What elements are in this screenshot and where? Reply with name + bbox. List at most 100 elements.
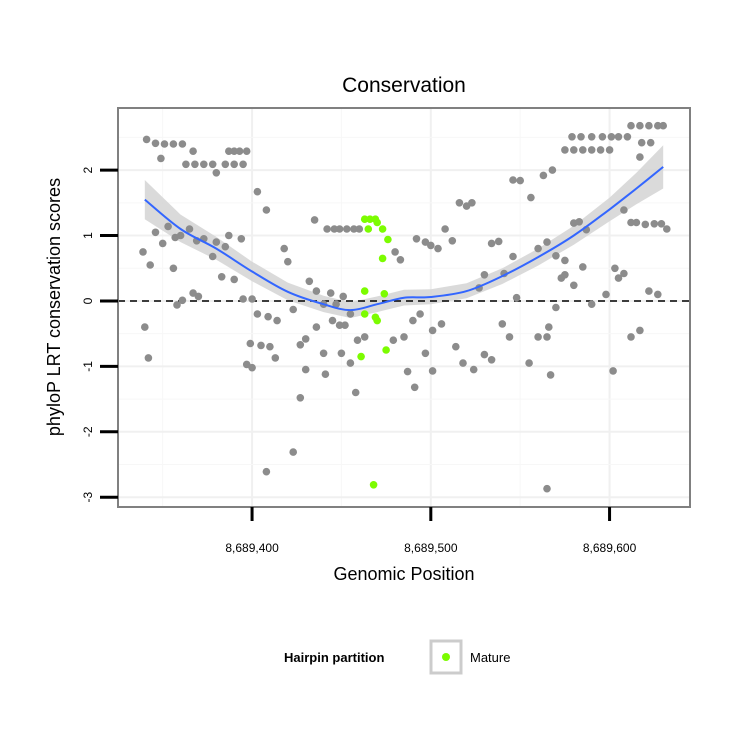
data-point bbox=[614, 274, 623, 282]
data-point bbox=[142, 135, 151, 144]
data-point bbox=[212, 238, 221, 246]
data-point bbox=[459, 359, 467, 367]
data-point bbox=[178, 296, 187, 305]
data-point bbox=[312, 287, 321, 295]
data-point-mature bbox=[360, 310, 369, 318]
data-point bbox=[169, 264, 178, 273]
data-point bbox=[527, 193, 535, 202]
data-point bbox=[403, 367, 412, 376]
data-point bbox=[641, 220, 650, 229]
data-point bbox=[570, 281, 578, 290]
data-point bbox=[391, 248, 399, 256]
data-point bbox=[208, 252, 217, 261]
data-point bbox=[225, 231, 233, 240]
data-point-mature bbox=[380, 290, 389, 298]
data-point bbox=[614, 133, 623, 141]
data-point bbox=[498, 320, 507, 328]
data-point bbox=[346, 359, 355, 367]
data-point bbox=[468, 199, 476, 207]
data-point bbox=[469, 365, 478, 374]
data-point-mature bbox=[382, 346, 390, 354]
data-point bbox=[158, 239, 167, 248]
data-point-mature bbox=[360, 287, 369, 295]
data-point bbox=[410, 383, 419, 392]
data-point bbox=[579, 146, 587, 154]
data-point bbox=[663, 225, 671, 233]
legend-key-mature bbox=[442, 653, 450, 661]
data-point bbox=[525, 359, 533, 367]
data-point bbox=[623, 133, 632, 141]
data-point bbox=[146, 261, 154, 269]
data-point bbox=[516, 176, 524, 185]
data-point bbox=[548, 166, 557, 174]
data-point bbox=[191, 160, 199, 169]
data-point bbox=[194, 292, 203, 301]
y-tick-label: 0 bbox=[81, 297, 95, 304]
y-tick-label: 1 bbox=[81, 232, 95, 239]
data-point bbox=[239, 295, 247, 303]
data-point bbox=[546, 371, 555, 379]
data-point bbox=[271, 354, 280, 362]
data-point bbox=[230, 160, 238, 169]
data-point bbox=[570, 219, 578, 227]
data-point bbox=[396, 255, 405, 264]
data-point bbox=[246, 339, 255, 348]
data-point bbox=[230, 147, 238, 155]
data-point-mature bbox=[364, 225, 373, 233]
data-point bbox=[543, 484, 551, 493]
y-tick-label: -1 bbox=[81, 361, 95, 372]
data-point bbox=[178, 140, 187, 148]
data-point bbox=[350, 225, 358, 233]
y-tick-label: 2 bbox=[81, 166, 95, 173]
data-point bbox=[310, 216, 319, 224]
data-point bbox=[400, 333, 408, 341]
data-point bbox=[301, 365, 310, 374]
data-point bbox=[221, 242, 230, 251]
data-point bbox=[289, 305, 298, 314]
x-tick-label: 8,689,500 bbox=[404, 541, 458, 555]
data-point bbox=[173, 301, 181, 309]
data-point bbox=[296, 394, 305, 402]
data-point bbox=[596, 146, 605, 154]
data-point bbox=[539, 171, 548, 180]
data-point bbox=[262, 467, 271, 476]
data-point bbox=[416, 310, 424, 318]
data-point bbox=[326, 289, 335, 297]
data-point bbox=[284, 257, 292, 266]
data-point bbox=[620, 206, 628, 214]
data-point bbox=[235, 147, 244, 155]
confidence-band bbox=[144, 145, 664, 318]
data-point bbox=[409, 316, 417, 325]
data-point bbox=[534, 333, 542, 341]
data-point bbox=[273, 316, 281, 325]
data-point bbox=[570, 146, 578, 154]
data-point bbox=[645, 121, 653, 130]
data-point bbox=[301, 335, 310, 343]
data-point bbox=[605, 146, 614, 154]
data-point-mature bbox=[384, 235, 392, 244]
data-point bbox=[242, 147, 251, 155]
data-point bbox=[253, 310, 262, 318]
data-point bbox=[319, 349, 328, 358]
data-point bbox=[248, 295, 256, 303]
data-point bbox=[602, 290, 610, 299]
data-point bbox=[587, 133, 596, 141]
data-point bbox=[330, 225, 339, 233]
data-point bbox=[636, 153, 644, 161]
data-point bbox=[632, 218, 641, 227]
data-point bbox=[248, 363, 256, 372]
data-point-mature bbox=[369, 481, 378, 489]
data-point bbox=[157, 154, 165, 163]
data-point bbox=[587, 300, 596, 309]
data-point bbox=[607, 133, 616, 141]
data-point bbox=[264, 312, 272, 321]
data-point bbox=[627, 333, 635, 341]
data-point bbox=[480, 271, 489, 279]
y-axis-title: phyloP LRT conservation scores bbox=[44, 178, 64, 436]
data-point bbox=[217, 273, 226, 281]
data-point bbox=[200, 160, 208, 169]
data-point bbox=[557, 274, 566, 282]
data-point bbox=[534, 244, 542, 253]
data-point bbox=[389, 336, 398, 345]
